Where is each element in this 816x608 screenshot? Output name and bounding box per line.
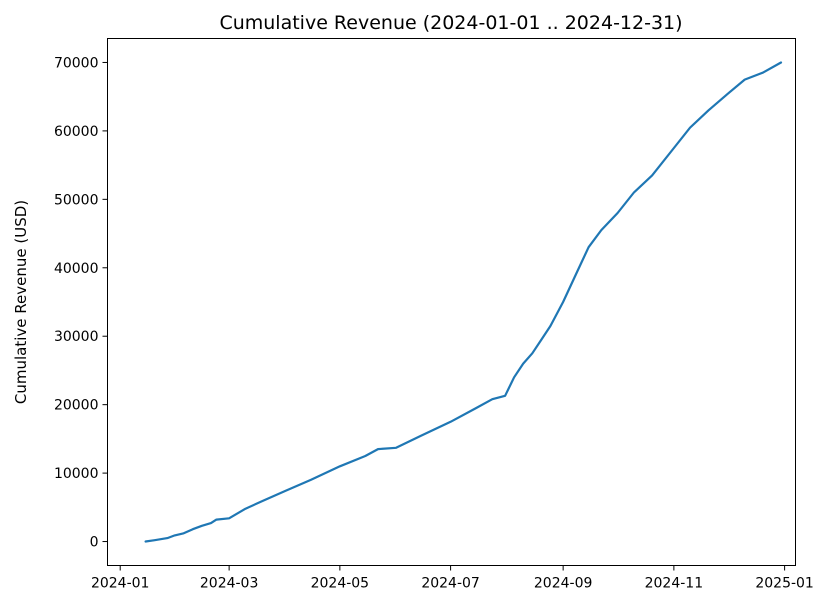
chart-title: Cumulative Revenue (2024-01-01 .. 2024-1… <box>219 12 682 34</box>
y-tick-label: 20000 <box>54 398 99 414</box>
x-tick-label: 2025-01 <box>755 576 814 592</box>
y-tick-label: 30000 <box>54 329 99 345</box>
y-tick-label: 10000 <box>54 466 99 482</box>
y-tick-label: 0 <box>90 535 99 551</box>
x-tick-label: 2024-07 <box>421 576 480 592</box>
y-tick-label: 50000 <box>54 192 99 208</box>
x-tick-label: 2024-01 <box>91 576 150 592</box>
series-line <box>144 61 783 543</box>
plot-area: 2024-01 2024-03 2024-05 2024-07 2024-09 2024-… <box>54 55 814 591</box>
y-axis-label: Cumulative Revenue (USD) <box>12 200 30 404</box>
y-tick-label: 70000 <box>54 55 99 71</box>
x-tick-label: 2024-03 <box>200 576 259 592</box>
x-tick-label: 2024-11 <box>645 576 704 592</box>
x-tick-label: 2024-05 <box>311 576 370 592</box>
plot-frame <box>107 38 796 566</box>
x-tick-label: 2024-09 <box>534 576 593 592</box>
y-tick-label: 40000 <box>54 261 99 277</box>
y-tick-label: 60000 <box>54 124 99 140</box>
